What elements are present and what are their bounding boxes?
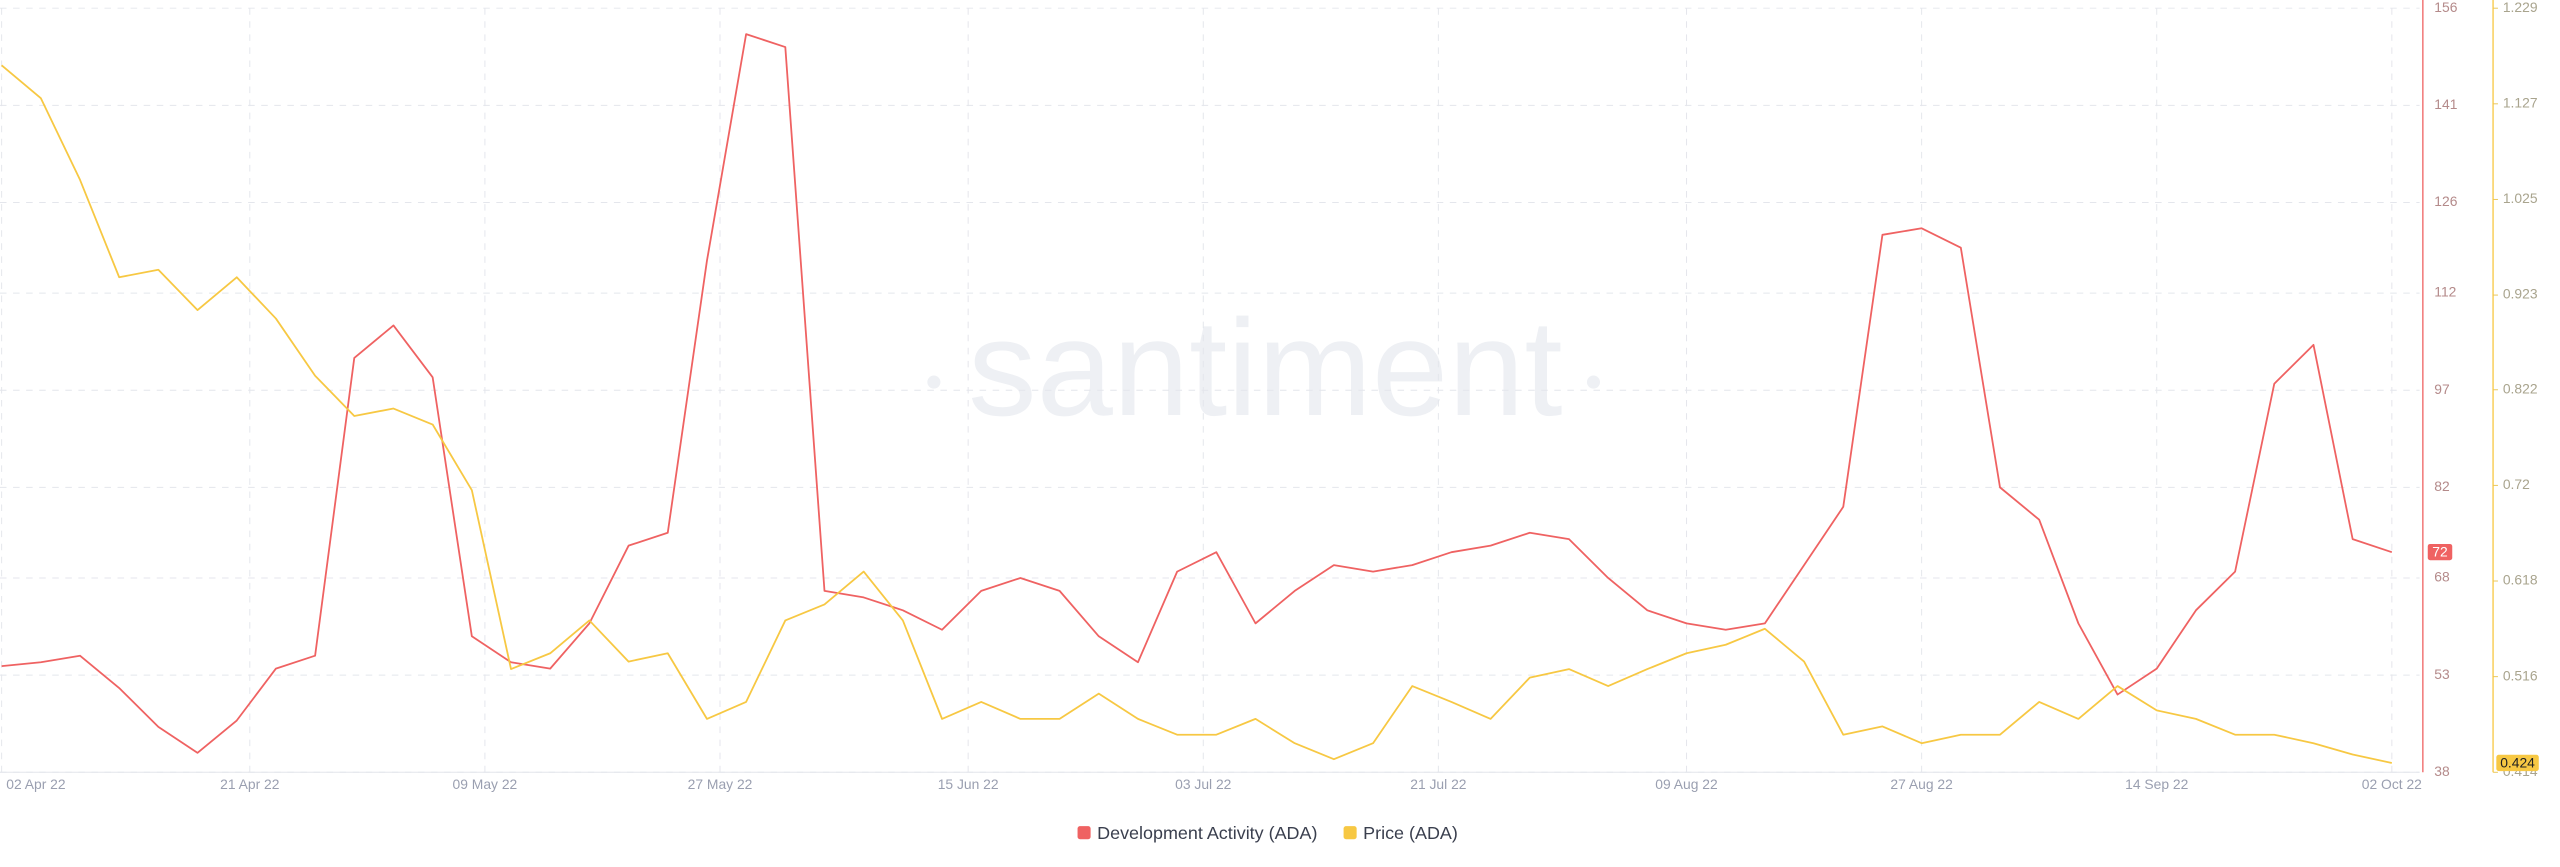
y2-tick-label: 0.923	[2503, 286, 2538, 302]
watermark-dot	[927, 375, 941, 389]
x-tick-label: 02 Apr 22	[6, 776, 66, 792]
watermark: santiment	[968, 292, 1563, 445]
series-line	[1, 33, 2393, 754]
y2-tick-label: 0.516	[2503, 667, 2538, 683]
last-value-label: 72	[2432, 544, 2448, 560]
y-tick-label: 156	[2434, 0, 2457, 15]
x-tick-label: 27 Aug 22	[1890, 776, 1953, 792]
x-tick-label: 03 Jul 22	[1175, 776, 1232, 792]
last-value-badge	[2427, 543, 2453, 561]
legend-label: Price (ADA)	[1363, 823, 1458, 843]
y2-tick-label: 1.229	[2503, 0, 2538, 15]
series-line	[1, 64, 2393, 764]
x-tick-label: 14 Sep 22	[2125, 776, 2188, 792]
y2-tick-label: 1.025	[2503, 190, 2538, 206]
legend-label: Development Activity (ADA)	[1097, 823, 1317, 843]
x-tick-label: 09 Aug 22	[1655, 776, 1718, 792]
y2-tick-label: 0.822	[2503, 380, 2538, 396]
x-tick-label: 21 Jul 22	[1410, 776, 1467, 792]
y-tick-label: 97	[2434, 381, 2450, 397]
y2-tick-label: 0.618	[2503, 572, 2538, 588]
y-tick-label: 38	[2434, 763, 2450, 779]
y2-tick-label: 1.127	[2503, 94, 2538, 110]
y-tick-label: 141	[2434, 96, 2457, 112]
x-tick-label: 21 Apr 22	[220, 776, 280, 792]
y-tick-label: 82	[2434, 478, 2450, 494]
legend-swatch	[1343, 826, 1357, 840]
watermark-dot	[1586, 375, 1600, 389]
last-value-badge	[2496, 754, 2539, 772]
x-tick-label: 27 May 22	[688, 776, 753, 792]
x-tick-label: 15 Jun 22	[938, 776, 999, 792]
y2-tick-label: 0.72	[2503, 476, 2530, 492]
y-tick-label: 126	[2434, 193, 2457, 209]
x-tick-label: 09 May 22	[453, 776, 518, 792]
y-tick-label: 112	[2434, 284, 2456, 300]
x-tick-label: 02 Oct 22	[2362, 776, 2422, 792]
last-value-label: 0.424	[2500, 754, 2535, 770]
y-tick-label: 68	[2434, 569, 2450, 585]
legend-swatch	[1077, 826, 1091, 840]
y-tick-label: 53	[2434, 666, 2450, 682]
